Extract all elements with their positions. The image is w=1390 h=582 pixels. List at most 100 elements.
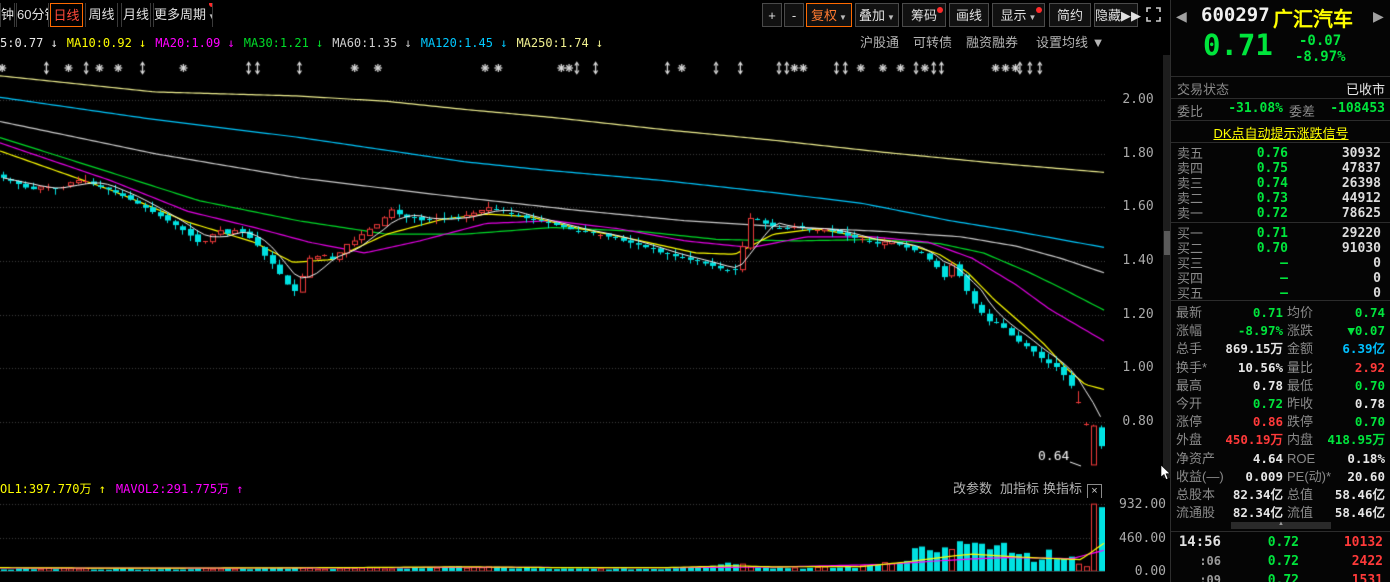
bid-row: 买三 — 0 <box>1171 256 1390 271</box>
link-沪股通[interactable]: 沪股通 <box>860 35 900 50</box>
ask-label: 卖三 <box>1177 176 1204 191</box>
bid-row: 买一 0.71 29220 <box>1171 226 1390 241</box>
ask-row: 卖三 0.74 26398 <box>1171 176 1390 191</box>
tab-60分钟[interactable]: 60分钟 <box>16 3 49 27</box>
volume-action-换指标[interactable]: 换指标 <box>1043 481 1083 496</box>
price-tick: 1.40 <box>1122 252 1154 268</box>
stat-row: 流通股 82.34亿 流值 58.46亿 <box>1171 504 1390 522</box>
stat-value: 20.60 <box>1347 468 1385 484</box>
tab-日线[interactable]: 日线 <box>50 3 83 27</box>
tick-time: 14:56 <box>1178 534 1221 550</box>
stat-row: 外盘 450.19万 内盘 418.95万 <box>1171 431 1390 449</box>
stat-value: 10.56% <box>1237 359 1283 375</box>
stat-label: 外盘 <box>1176 432 1203 448</box>
tool-隐藏[interactable]: 隐藏▶▶ <box>1094 3 1141 27</box>
stat-value: 0.71 <box>1252 305 1283 320</box>
price-tick: 1.80 <box>1122 145 1154 161</box>
ask-volume: 78625 <box>1341 206 1381 221</box>
volume-action-加指标[interactable]: 加指标 <box>1000 481 1040 496</box>
stat-row: 涨幅 -8.97% 涨跌 ▼0.07 <box>1171 322 1390 340</box>
stat-row: 总股本 82.34亿 总值 58.46亿 <box>1171 486 1390 504</box>
stat-label: 流值 <box>1287 505 1314 521</box>
bid-volume: 29220 <box>1341 226 1381 241</box>
link-设置均线[interactable]: 设置均线 ▼ <box>1036 35 1105 50</box>
price-tick: 2.00 <box>1122 92 1154 107</box>
ma-legend-item: MA250:1.74 ↓ <box>516 36 604 50</box>
bid-price: 0.71 <box>1256 226 1288 241</box>
tab-周线[interactable]: 周线 <box>85 3 118 27</box>
stat-label: 收益(—) <box>1176 468 1224 484</box>
tool-+[interactable]: + <box>762 3 782 27</box>
chart-scrollbar[interactable] <box>1163 55 1172 478</box>
bid-label: 买四 <box>1177 271 1204 286</box>
prev-stock-icon[interactable]: ◀ <box>1176 8 1187 24</box>
volume-action-改参数[interactable]: 改参数 <box>953 481 993 496</box>
close-icon[interactable]: × <box>1087 484 1102 499</box>
collapse-handle[interactable]: ▲ <box>1231 521 1331 529</box>
bid-label: 买三 <box>1177 256 1204 271</box>
stat-label: 净资产 <box>1176 450 1216 466</box>
weicha-label: 委差 <box>1289 104 1316 119</box>
next-stock-icon[interactable]: ▶ <box>1373 8 1384 24</box>
tool-筹码[interactable]: 筹码 <box>902 3 946 27</box>
tool-显示[interactable]: 显示 ▼ <box>992 3 1045 27</box>
stat-value: 58.46亿 <box>1334 487 1385 502</box>
volume-legend: OL1:397.770万 ↑ MAVOL2:291.775万 ↑ <box>0 481 254 497</box>
bid-price: 0.70 <box>1256 241 1288 256</box>
tool-简约[interactable]: 简约 <box>1049 3 1091 27</box>
stat-label: ROE <box>1287 450 1316 466</box>
notification-dot <box>937 7 943 13</box>
ask-volume: 30932 <box>1341 146 1381 161</box>
tick-volume: 1531 <box>1351 573 1383 582</box>
ask-label: 卖五 <box>1177 146 1204 161</box>
bid-row: 买五 — 0 <box>1171 286 1390 301</box>
stat-label: 量比 <box>1287 359 1314 375</box>
stat-label: 金额 <box>1287 341 1314 357</box>
fullscreen-icon[interactable] <box>1146 7 1161 27</box>
link-可转债[interactable]: 可转债 <box>913 35 953 50</box>
stat-value: 0.18% <box>1347 450 1385 466</box>
tab-更多周期[interactable]: 更多周期▼ <box>153 3 213 27</box>
ask-row: 卖五 0.76 30932 <box>1171 146 1390 161</box>
stat-row: 净资产 4.64 ROE 0.18% <box>1171 450 1390 468</box>
ask-price: 0.72 <box>1256 206 1288 221</box>
ma-legend-item: MA20:1.09 ↓ <box>155 36 235 50</box>
stat-row: 涨停 0.86 跌停 0.70 <box>1171 413 1390 431</box>
dk-signal-banner[interactable]: DK点自动提示涨跌信号 <box>1213 126 1349 141</box>
price-change-pct: -8.97% <box>1295 49 1346 65</box>
tick-volume: 2422 <box>1351 554 1383 569</box>
ma-legend: 5:0.77 ↓ MA10:0.92 ↓ MA20:1.09 ↓ MA30:1.21 … <box>0 33 612 53</box>
tab-月线[interactable]: 月线 <box>121 3 151 27</box>
ma-legend-item: MA60:1.35 ↓ <box>332 36 412 50</box>
stat-label: PE(动)* <box>1287 468 1332 484</box>
bid-label: 买一 <box>1177 226 1204 241</box>
stat-label: 最低 <box>1287 377 1314 393</box>
stat-label: 换手* <box>1176 359 1208 375</box>
last-price: 0.71 <box>1203 28 1273 62</box>
stat-label: 今开 <box>1176 396 1203 411</box>
weibi-label: 委比 <box>1177 104 1204 119</box>
tick-price: 0.72 <box>1267 573 1299 582</box>
stat-value: ▼0.07 <box>1347 323 1385 339</box>
chevron-down-icon: ▼ <box>1028 13 1037 22</box>
stat-value: 6.39亿 <box>1342 341 1385 357</box>
link-融资融券[interactable]: 融资融券 <box>966 35 1019 50</box>
bid-row: 买四 — 0 <box>1171 271 1390 286</box>
tab-钟[interactable]: 钟 <box>0 3 15 27</box>
tool-画线[interactable]: 画线 <box>949 3 989 27</box>
bid-volume: 91030 <box>1341 241 1381 256</box>
stat-label: 流通股 <box>1176 505 1216 521</box>
tick-row: :06 0.72 2422 <box>1171 552 1390 571</box>
tick-time: :06 <box>1199 554 1221 568</box>
tool-叠加[interactable]: 叠加 ▼ <box>855 3 899 27</box>
scrollbar-handle[interactable] <box>1164 231 1171 255</box>
stat-label: 最新 <box>1176 305 1203 320</box>
tick-volume: 10132 <box>1343 535 1383 550</box>
tool-复权[interactable]: 复权 ▼ <box>806 3 852 27</box>
price-tick: 1.60 <box>1122 199 1154 215</box>
stat-row: 最高 0.78 最低 0.70 <box>1171 377 1390 395</box>
volume-chart[interactable] <box>0 498 1105 572</box>
tool--[interactable]: - <box>784 3 804 27</box>
candlestick-chart[interactable] <box>0 55 1105 478</box>
